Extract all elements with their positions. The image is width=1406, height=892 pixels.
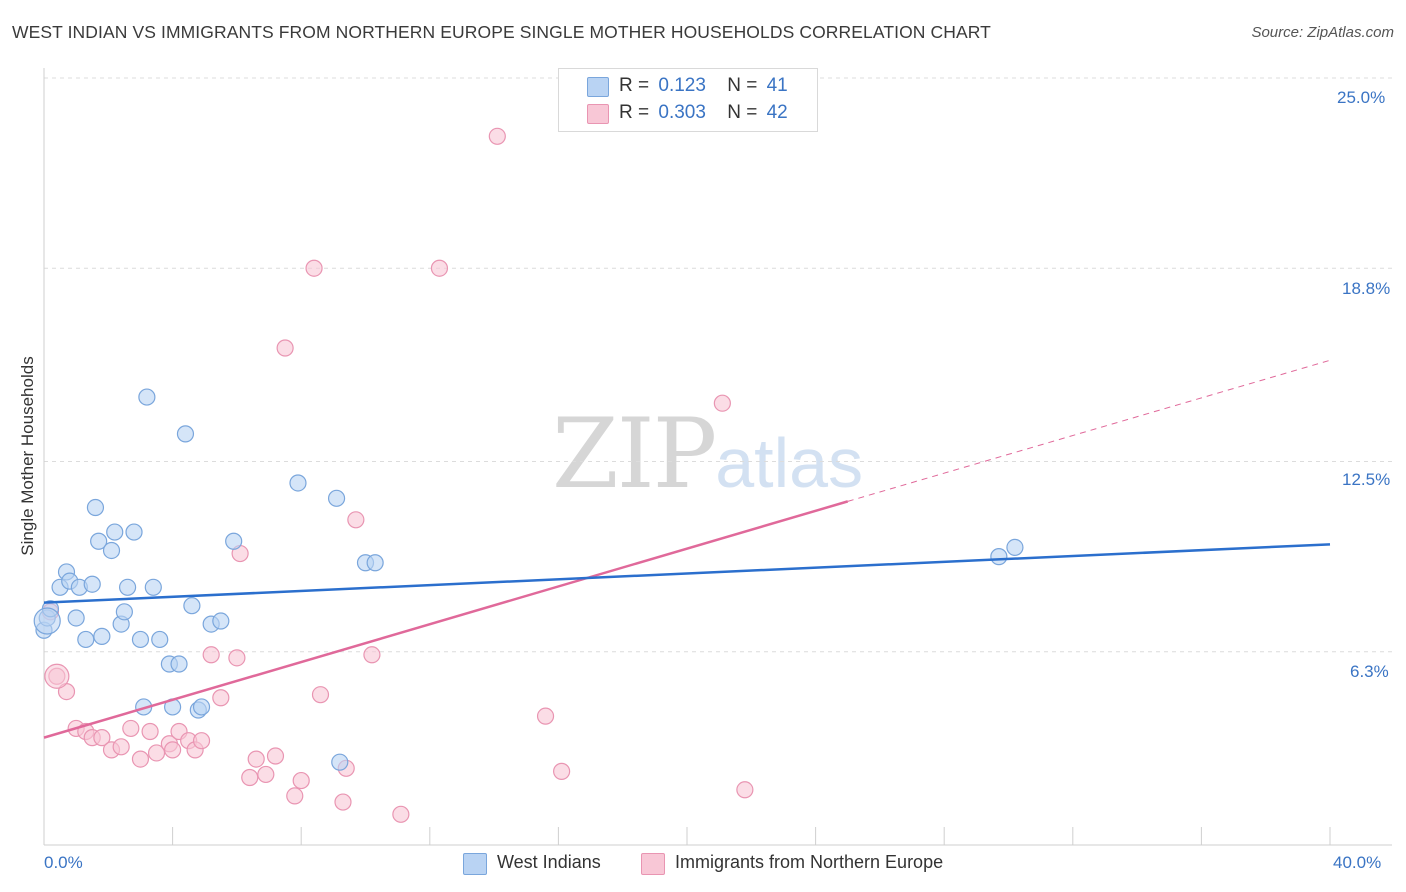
data-point-west-indians [225, 532, 243, 550]
data-point-northern-europe [257, 765, 275, 784]
y-tick-label-6-3: 6.3% [1350, 662, 1389, 681]
r-value: 0.123 [658, 75, 706, 96]
data-point-northern-europe [164, 741, 182, 759]
source-label: Source: ZipAtlas.com [1251, 24, 1394, 41]
trend-line-extension-northern-europe [847, 359, 1331, 502]
data-point-northern-europe [363, 646, 381, 664]
data-point-west-indians [125, 523, 143, 541]
data-point-west-indians [77, 630, 95, 649]
trend-line-west-indians [43, 543, 1331, 604]
stats-row-northern-europe: R = 0.303 N = 42 [559, 101, 817, 127]
legend-label: West Indians [497, 852, 601, 872]
legend-swatch-pink-icon [641, 853, 665, 875]
data-point-west-indians [151, 630, 169, 649]
data-point-west-indians [289, 474, 307, 492]
x-tick-label-max: 40.0% [1333, 853, 1382, 872]
r-label: R = [619, 102, 650, 123]
data-point-northern-europe [266, 747, 285, 765]
data-point-northern-europe [286, 787, 304, 805]
data-point-northern-europe [202, 646, 220, 664]
stats-box: R = 0.123 N = 41 R = 0.303 N = 42 [558, 68, 818, 132]
data-point-northern-europe [192, 732, 211, 750]
data-point-west-indians [93, 627, 111, 645]
data-point-northern-europe [44, 663, 70, 689]
x-tick-label-min: 0.0% [44, 853, 83, 872]
data-point-northern-europe [736, 781, 754, 799]
data-point-northern-europe [147, 744, 166, 762]
n-value: 41 [766, 75, 788, 96]
r-label: R = [619, 75, 650, 96]
r-value: 0.303 [658, 102, 706, 123]
chart-title: WEST INDIAN VS IMMIGRANTS FROM NORTHERN … [12, 22, 991, 42]
data-point-northern-europe [241, 768, 259, 787]
data-point-northern-europe [392, 805, 410, 823]
data-point-northern-europe [292, 771, 310, 790]
data-point-west-indians [131, 630, 150, 649]
data-point-west-indians [170, 655, 188, 673]
data-point-northern-europe [212, 689, 230, 707]
data-point-northern-europe [112, 738, 130, 756]
data-point-northern-europe [247, 750, 265, 768]
data-point-west-indians [212, 612, 230, 630]
data-point-west-indians [118, 578, 137, 596]
legend-label: Immigrants from Northern Europe [675, 852, 944, 872]
data-point-northern-europe [488, 127, 506, 145]
data-point-west-indians [990, 548, 1008, 566]
data-point-west-indians [83, 575, 101, 593]
data-point-northern-europe [131, 750, 150, 768]
data-point-northern-europe [334, 793, 352, 811]
data-point-northern-europe [93, 729, 111, 747]
data-point-northern-europe [553, 762, 571, 780]
data-point-west-indians [327, 489, 346, 507]
data-point-northern-europe [311, 686, 330, 704]
data-point-west-indians [366, 554, 384, 572]
data-point-west-indians [192, 698, 211, 716]
data-point-west-indians [176, 425, 195, 443]
y-axis-label: Single Mother Households [18, 356, 37, 556]
swatch-pink-icon [587, 104, 609, 124]
data-point-west-indians [106, 523, 124, 541]
data-point-west-indians [86, 498, 105, 517]
data-point-west-indians [138, 388, 156, 406]
data-point-northern-europe [141, 722, 159, 741]
y-tick-label-18-8: 18.8% [1342, 279, 1391, 298]
data-point-west-indians [102, 541, 121, 560]
data-point-northern-europe [430, 259, 449, 277]
stats-row-west-indians: R = 0.123 N = 41 [559, 74, 817, 100]
n-label: N = [727, 102, 758, 123]
n-value: 42 [766, 102, 788, 123]
y-tick-label-25-0: 25.0% [1337, 88, 1386, 107]
data-point-northern-europe [536, 707, 555, 725]
data-point-west-indians [1006, 538, 1024, 557]
swatch-blue-icon [587, 77, 609, 97]
data-point-northern-europe [122, 719, 140, 738]
legend: West Indians Immigrants from Northern Eu… [0, 851, 1406, 879]
data-point-west-indians [115, 603, 133, 621]
data-point-west-indians [331, 753, 349, 771]
data-point-west-indians [90, 532, 108, 550]
data-point-northern-europe [276, 339, 294, 357]
data-point-west-indians [33, 607, 61, 635]
data-point-west-indians [67, 609, 85, 627]
data-point-west-indians [183, 597, 201, 615]
data-point-northern-europe [713, 394, 731, 412]
n-label: N = [727, 75, 758, 96]
y-tick-label-12-5: 12.5% [1342, 470, 1391, 489]
data-point-northern-europe [305, 259, 323, 277]
trend-line-northern-europe [43, 500, 849, 739]
data-point-northern-europe [228, 649, 246, 667]
data-point-northern-europe [347, 511, 365, 529]
legend-swatch-blue-icon [463, 853, 487, 875]
data-point-west-indians [144, 578, 162, 596]
